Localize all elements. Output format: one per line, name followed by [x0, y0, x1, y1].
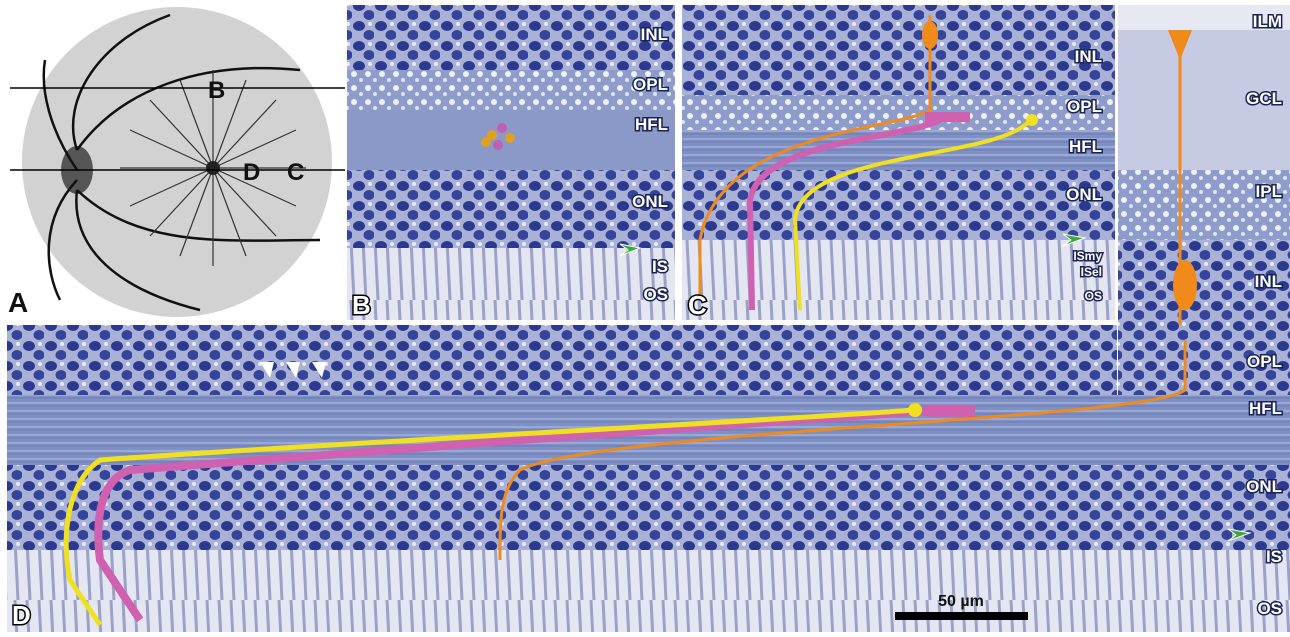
layer-label: HFL — [1249, 399, 1282, 418]
panel-b: B — [347, 5, 675, 320]
layer-label: OS — [1257, 599, 1282, 618]
figure: B D C A B C 50 µm D INL OPL HFL ONL IS OS INL O… — [0, 0, 1290, 632]
layer-label: OS — [643, 285, 668, 304]
panel-label: A — [8, 287, 28, 318]
layer-label: ONL — [632, 192, 668, 211]
panel-c: C — [682, 5, 1115, 320]
panel-label: B — [352, 290, 371, 320]
layer-label: INL — [1075, 47, 1102, 66]
marker: D — [243, 159, 260, 186]
marker: B — [208, 77, 225, 104]
panel-label: D — [12, 600, 31, 630]
panel-a: B D C A — [0, 0, 345, 322]
layer-label: ILM — [1253, 12, 1282, 31]
layer-label: ONL — [1066, 185, 1102, 204]
layer-label: IS — [652, 257, 668, 276]
layer-label: ONL — [1246, 477, 1282, 496]
layer-label: IPL — [1256, 182, 1282, 201]
layer-label: OPL — [1067, 97, 1102, 116]
layer-label: OS — [1085, 289, 1102, 303]
layer-label: OPL — [1247, 352, 1282, 371]
panel-d: 50 µm D — [7, 325, 1290, 632]
layer-label: INL — [1255, 272, 1282, 291]
layer-label: GCL — [1246, 89, 1282, 108]
marker: C — [287, 159, 304, 186]
layer-label: HFL — [1069, 137, 1102, 156]
scale-bar-label: 50 µm — [938, 593, 984, 610]
layer-label: OPL — [633, 75, 668, 94]
layer-label: INL — [641, 25, 668, 44]
panel-label: C — [688, 290, 707, 320]
layer-label: ISel — [1081, 265, 1102, 279]
layer-label: ISmy — [1073, 249, 1102, 263]
layer-label: IS — [1266, 547, 1282, 566]
layer-label: HFL — [635, 115, 668, 134]
